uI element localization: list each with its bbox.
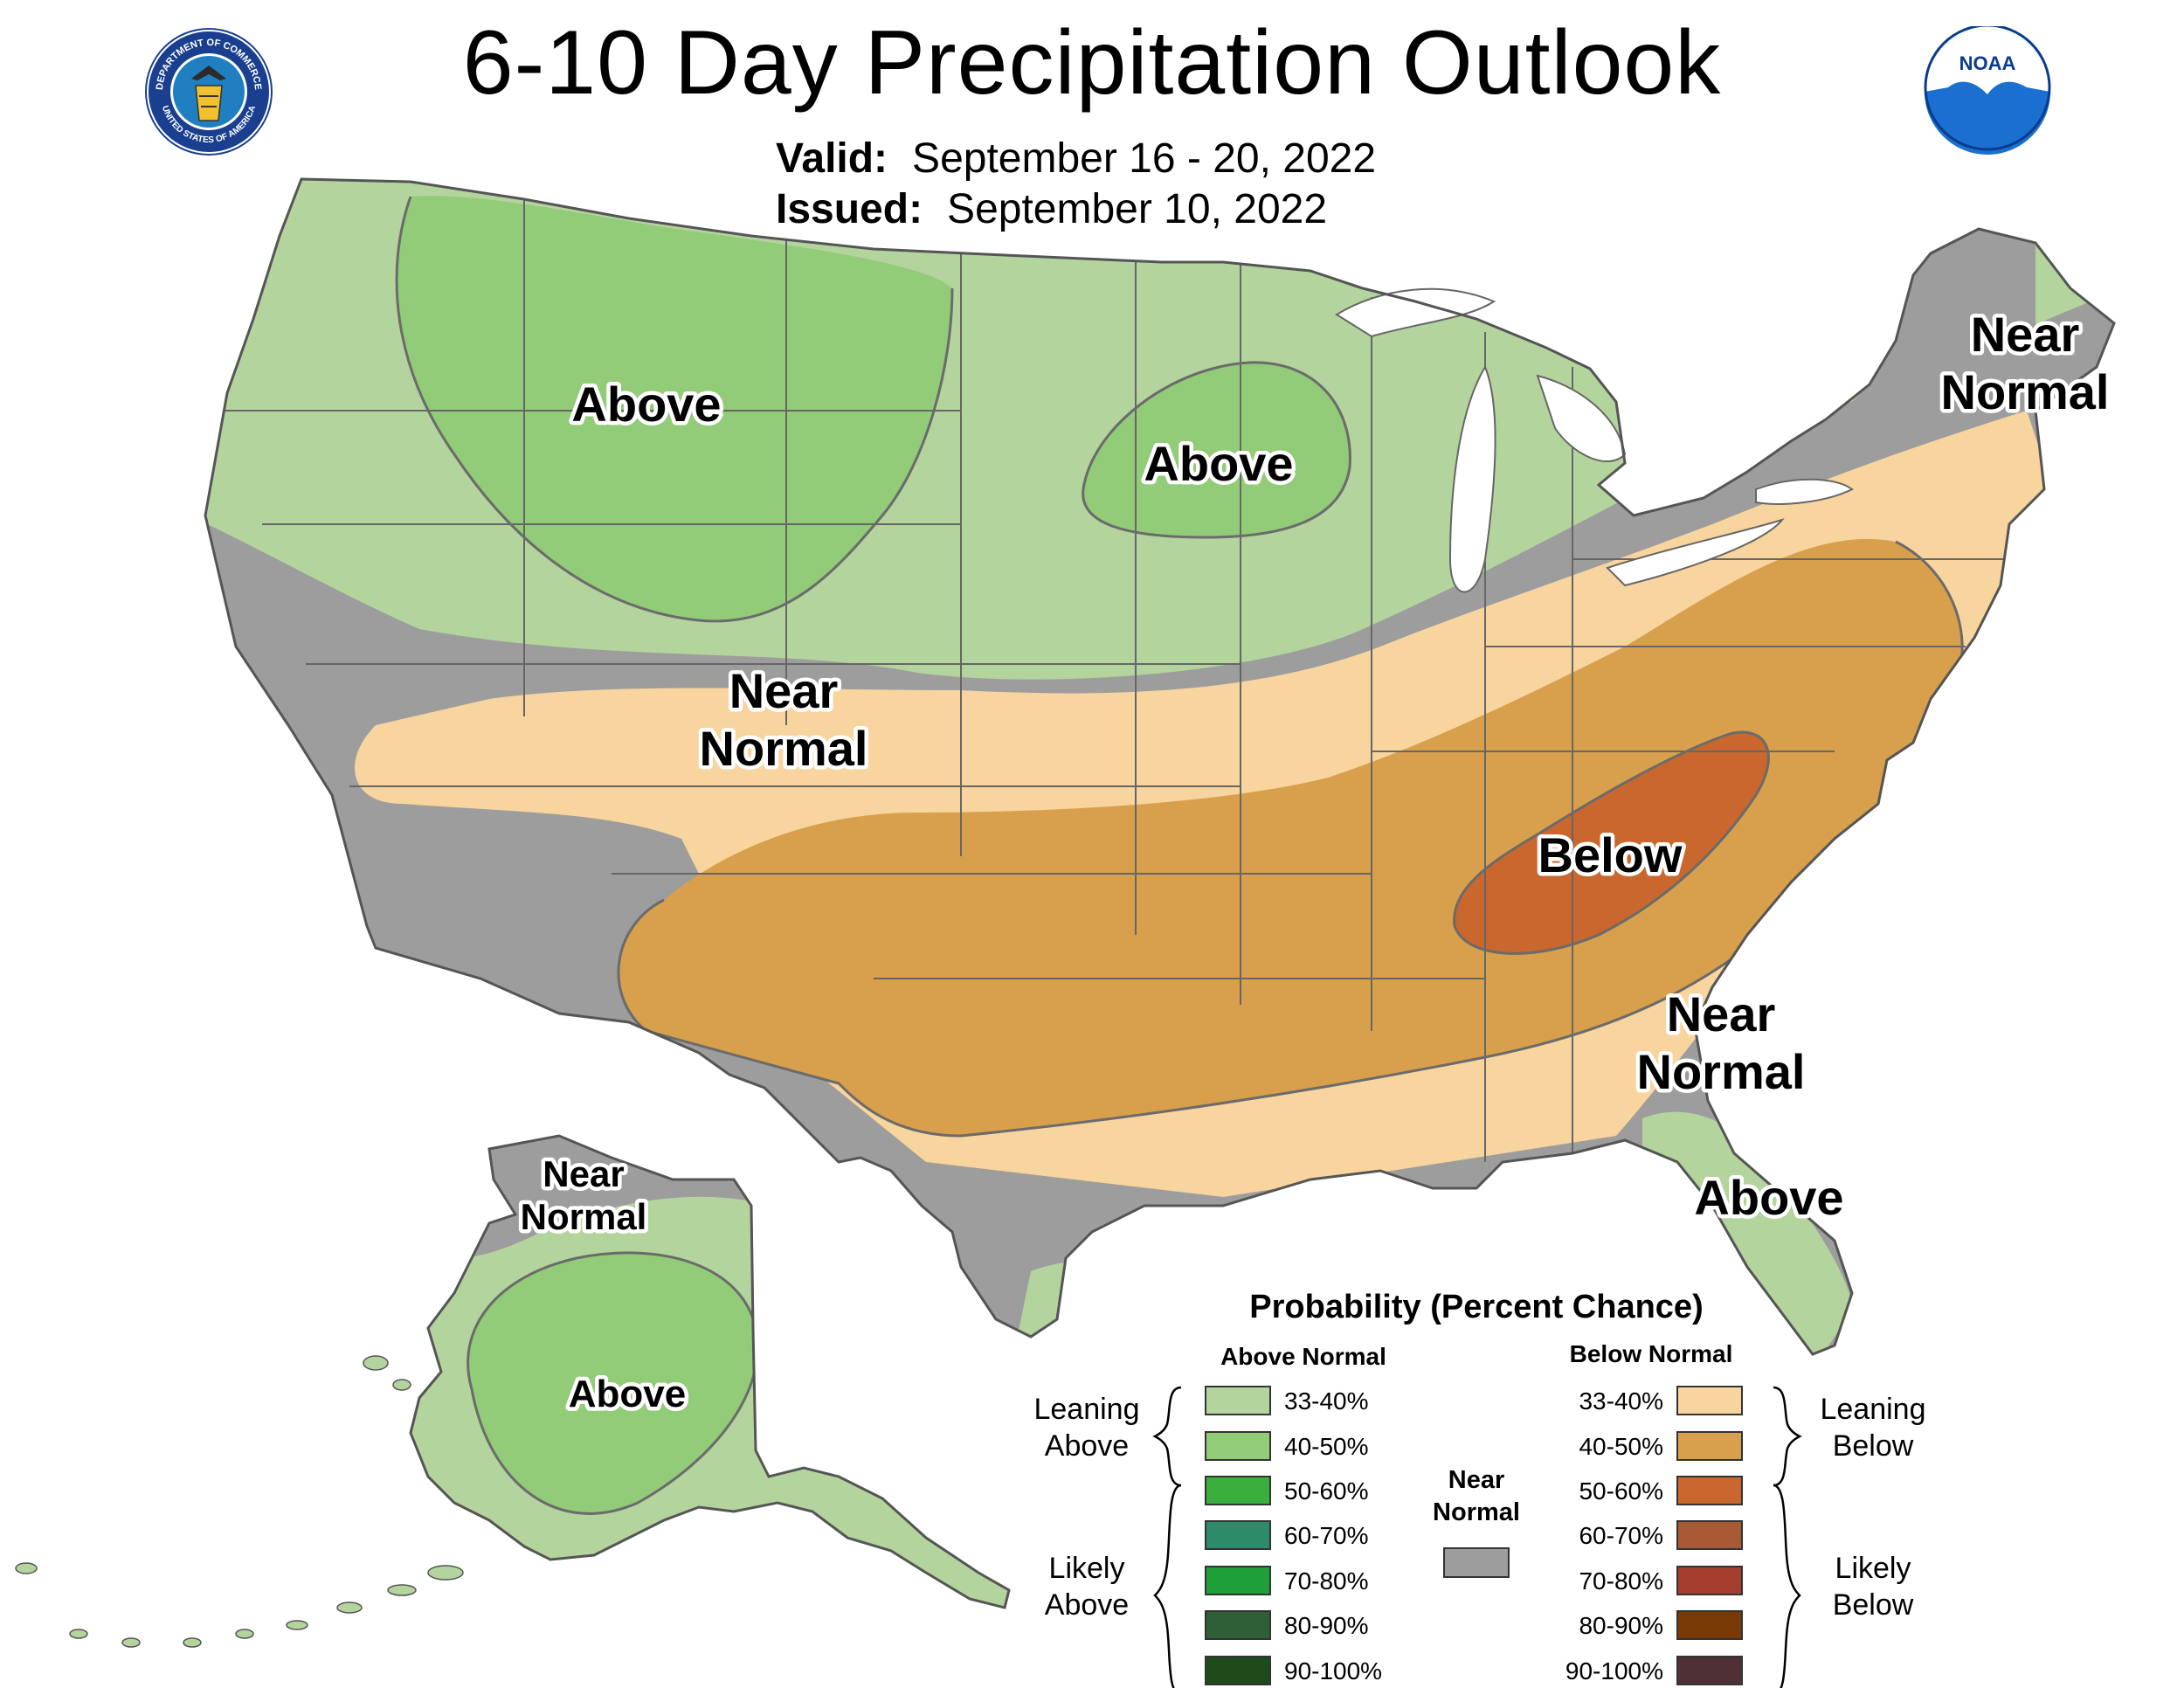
- label-near-normal-west-line1: Near: [729, 663, 839, 718]
- legend-below-label-2: 40-50%: [1579, 1433, 1663, 1460]
- legend-below-swatch-6: [1676, 1610, 1743, 1640]
- svg-text:NOAA: NOAA: [1959, 52, 2016, 74]
- legend-above-label-7: 90-100%: [1284, 1657, 1382, 1685]
- valid-value: September 16 - 20, 2022: [912, 135, 1377, 182]
- label-below: Below: [1538, 827, 1683, 882]
- near-normal-northeast: [1835, 229, 2035, 419]
- below-normal-50-60-region: [1454, 732, 1769, 954]
- legend-below-label-6: 80-90%: [1579, 1612, 1663, 1639]
- legend-title: Probability (Percent Chance): [1249, 1289, 1703, 1325]
- legend-above-swatch-5: [1205, 1566, 1271, 1595]
- issued-date-row: Issued: September 10, 2022: [776, 185, 1327, 234]
- legend-below-label-3: 50-60%: [1579, 1477, 1663, 1505]
- legend-leaning-above-line1: Leaning: [1033, 1393, 1139, 1426]
- legend-above-label-5: 70-80%: [1284, 1567, 1369, 1595]
- legend-above-swatch-3: [1205, 1476, 1271, 1505]
- alaska-above-40-50-region: [467, 1252, 758, 1514]
- label-near-normal-northeast-line1: Near: [1971, 307, 2080, 362]
- legend-below-label-7: 90-100%: [1565, 1657, 1663, 1685]
- label-near-normal-west-line2: Normal: [700, 721, 868, 776]
- legend-leaning-below-line1: Leaning: [1820, 1393, 1925, 1426]
- legend-below-swatch-4: [1676, 1520, 1743, 1550]
- legend-likely-below-line1: Likely: [1835, 1552, 1911, 1585]
- below-normal-40-50-region: [618, 538, 1963, 1136]
- legend-likely-above-line1: Likely: [1049, 1552, 1125, 1585]
- page-title: 6-10 Day Precipitation Outlook: [462, 12, 1722, 114]
- label-alaska-above: Above: [569, 1373, 686, 1415]
- label-near-normal-northeast-line2: Normal: [1941, 364, 2110, 419]
- above-normal-40-50-northwest: [397, 196, 952, 621]
- conus-outline: [204, 177, 2116, 1356]
- map-labels: Above Above Near Normal Below Near Norma…: [516, 303, 2113, 1420]
- valid-date-row: Valid: September 16 - 20, 2022: [776, 135, 1376, 183]
- legend-below-swatches: 33-40% 40-50% 50-60% 60-70% 70-80% 80-90% 90-1…: [1565, 1386, 1743, 1685]
- legend-above-label-1: 33-40%: [1284, 1387, 1369, 1415]
- leaning-above-florida: [1642, 1111, 1852, 1354]
- legend-above-swatch-1: [1205, 1386, 1271, 1415]
- legend-above-label-6: 80-90%: [1284, 1612, 1369, 1639]
- state-borders: [218, 199, 2009, 1162]
- valid-label: Valid:: [776, 135, 888, 182]
- aleutian-islands: [15, 1355, 464, 1648]
- legend-likely-above-line2: Above: [1045, 1588, 1129, 1622]
- issued-label: Issued:: [776, 186, 923, 232]
- noaa-logo: NOAA: [1924, 26, 2051, 155]
- alaska-outline: [409, 1134, 1011, 1609]
- legend: Probability (Percent Chance) Above Norma…: [1033, 1289, 1926, 1688]
- legend-above-header: Above Normal: [1220, 1343, 1386, 1370]
- legend-likely-below-line2: Below: [1833, 1588, 1914, 1622]
- legend-below-swatch-5: [1676, 1566, 1743, 1595]
- commerce-seal-logo: DEPARTMENT OF COMMERCE UNITED STATES OF …: [145, 28, 273, 156]
- legend-below-label-5: 70-80%: [1579, 1567, 1663, 1595]
- legend-below-label-1: 33-40%: [1579, 1387, 1663, 1415]
- legend-below-swatch-3: [1676, 1476, 1743, 1505]
- legend-near-normal-line2: Normal: [1433, 1498, 1520, 1526]
- legend-above-swatch-4: [1205, 1520, 1271, 1550]
- above-normal-40-50-upper-midwest: [1082, 362, 1351, 537]
- legend-leaning-below-line2: Below: [1833, 1429, 1914, 1463]
- legend-near-normal-swatch: [1443, 1547, 1510, 1578]
- label-above-florida: Above: [1694, 1170, 1843, 1225]
- legend-near-normal-line1: Near: [1448, 1466, 1505, 1494]
- legend-above-swatch-6: [1205, 1610, 1271, 1640]
- legend-below-swatch-7: [1676, 1656, 1743, 1685]
- legend-above-swatches: 33-40% 40-50% 50-60% 60-70% 70-80% 80-90% 90-1…: [1205, 1386, 1382, 1685]
- label-alaska-near-normal-line2: Normal: [521, 1196, 647, 1237]
- legend-below-swatch-1: [1676, 1386, 1743, 1415]
- label-alaska-near-normal-line1: Near: [543, 1153, 624, 1194]
- legend-below-label-4: 60-70%: [1579, 1522, 1663, 1549]
- legend-above-label-2: 40-50%: [1284, 1433, 1369, 1460]
- legend-above-swatch-2: [1205, 1431, 1271, 1461]
- conus-map: [204, 177, 2116, 1356]
- label-above-upper-midwest: Above: [1144, 436, 1293, 491]
- legend-above-label-4: 60-70%: [1284, 1522, 1369, 1549]
- label-near-normal-southeast-line1: Near: [1667, 986, 1776, 1041]
- issued-value: September 10, 2022: [947, 186, 1328, 232]
- legend-above-swatch-7: [1205, 1656, 1271, 1685]
- legend-below-header: Below Normal: [1570, 1340, 1733, 1367]
- legend-below-swatch-2: [1676, 1431, 1743, 1461]
- label-above-west: Above: [571, 377, 721, 432]
- great-lakes: [1335, 287, 1854, 593]
- legend-above-label-3: 50-60%: [1284, 1477, 1369, 1505]
- label-near-normal-southeast-line2: Normal: [1637, 1044, 1806, 1099]
- legend-leaning-above-line2: Above: [1045, 1429, 1129, 1463]
- legend-braces: [1152, 1386, 1802, 1688]
- alaska-map: [15, 1134, 1011, 1648]
